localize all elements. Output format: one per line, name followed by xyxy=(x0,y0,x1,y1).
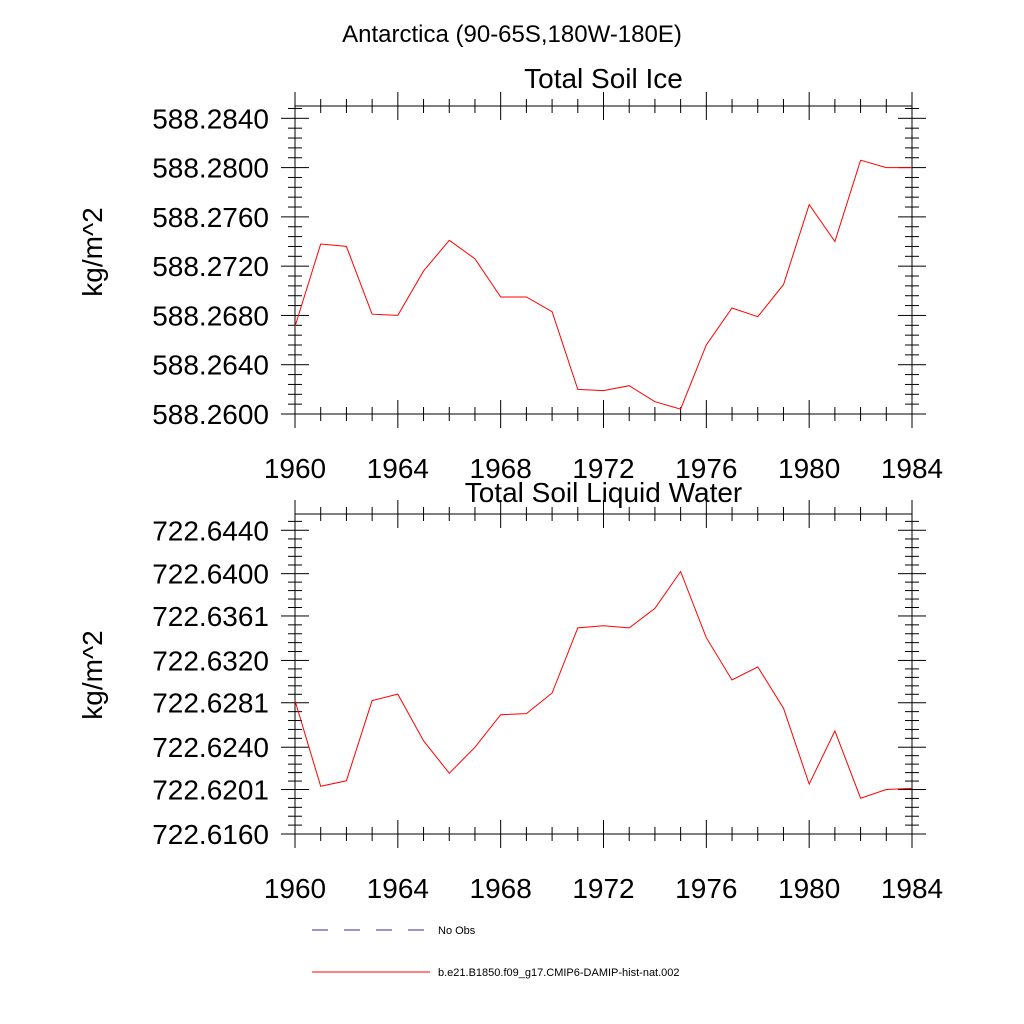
y-axis-label: kg/m^2 xyxy=(77,207,108,296)
x-tick-label: 1964 xyxy=(367,453,429,484)
x-tick-label: 1984 xyxy=(881,453,943,484)
y-tick-label: 722.6361 xyxy=(152,601,269,632)
region-title: Antarctica (90-65S,180W-180E) xyxy=(342,21,682,48)
plot-frame xyxy=(294,513,913,835)
x-tick-label: 1960 xyxy=(264,453,326,484)
x-tick-label: 1980 xyxy=(778,453,840,484)
legend-model-label: b.e21.B1850.f09_g17.CMIP6-DAMIP-hist-nat… xyxy=(438,967,680,979)
y-tick-label: 722.6160 xyxy=(152,819,269,850)
y-axis-label: kg/m^2 xyxy=(77,630,108,719)
x-tick-label: 1976 xyxy=(675,873,737,904)
y-tick-label: 588.2680 xyxy=(152,300,269,331)
x-tick-label: 1964 xyxy=(367,873,429,904)
x-tick-label: 1968 xyxy=(470,873,532,904)
x-tick-label: 1972 xyxy=(572,873,634,904)
series-line xyxy=(294,159,912,410)
y-tick-label: 588.2760 xyxy=(152,202,269,233)
y-tick-label: 722.6320 xyxy=(152,645,269,676)
x-tick-label: 1960 xyxy=(264,873,326,904)
y-tick-label: 722.6400 xyxy=(152,559,269,590)
legend: No Obs b.e21.B1850.f09_g17.CMIP6-DAMIP-h… xyxy=(312,925,680,979)
x-tick-label: 1968 xyxy=(470,453,532,484)
plot-title: Total Soil Ice xyxy=(524,63,683,94)
series-line xyxy=(294,570,913,799)
x-tick-label: 1984 xyxy=(881,873,943,904)
y-tick-label: 722.6440 xyxy=(152,515,269,546)
y-tick-label: 588.2640 xyxy=(152,350,269,381)
y-tick-label: 588.2720 xyxy=(152,251,269,282)
y-tick-label: 588.2600 xyxy=(152,399,269,430)
x-tick-label: 1980 xyxy=(778,873,840,904)
x-tick-label: 1972 xyxy=(572,453,634,484)
y-tick-label: 588.2800 xyxy=(152,153,269,184)
x-tick-label: 1976 xyxy=(675,453,737,484)
plot-frame xyxy=(294,105,913,415)
y-tick-label: 722.6201 xyxy=(152,775,269,806)
y-tick-label: 722.6281 xyxy=(152,688,269,719)
legend-no-obs-label: No Obs xyxy=(438,925,476,937)
y-tick-label: 588.2840 xyxy=(152,103,269,134)
y-tick-label: 722.6240 xyxy=(152,732,269,763)
plot-total-soil-ice: Total Soil Ice kg/m^2 1960 1964 1968 1972 1976… xyxy=(77,63,943,484)
